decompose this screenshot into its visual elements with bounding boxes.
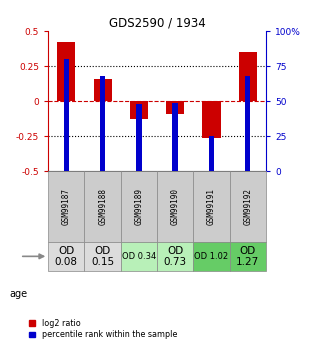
Bar: [193, 242, 230, 271]
Bar: [94, 79, 112, 101]
Bar: [239, 52, 257, 101]
Text: OD
0.15: OD 0.15: [91, 246, 114, 267]
Text: OD
1.27: OD 1.27: [236, 246, 259, 267]
Text: GSM99191: GSM99191: [207, 188, 216, 225]
Text: OD
0.08: OD 0.08: [55, 246, 78, 267]
Bar: [100, 76, 105, 171]
Bar: [157, 171, 193, 242]
Legend: log2 ratio, percentile rank within the sample: log2 ratio, percentile rank within the s…: [29, 319, 177, 339]
Text: OD 1.02: OD 1.02: [194, 252, 229, 261]
Text: age: age: [9, 289, 27, 299]
Text: OD 0.34: OD 0.34: [122, 252, 156, 261]
Bar: [85, 242, 121, 271]
Bar: [121, 171, 157, 242]
Bar: [230, 242, 266, 271]
Bar: [130, 101, 148, 119]
Text: GSM99190: GSM99190: [171, 188, 180, 225]
Title: GDS2590 / 1934: GDS2590 / 1934: [109, 17, 206, 30]
Text: OD
0.73: OD 0.73: [164, 246, 187, 267]
Bar: [57, 42, 75, 101]
Text: GSM99189: GSM99189: [134, 188, 143, 225]
Bar: [166, 101, 184, 114]
Bar: [64, 59, 69, 171]
Bar: [193, 171, 230, 242]
Bar: [202, 101, 220, 138]
Bar: [136, 104, 142, 171]
Text: GSM99192: GSM99192: [243, 188, 252, 225]
Bar: [48, 242, 85, 271]
Bar: [121, 242, 157, 271]
Bar: [85, 171, 121, 242]
Text: GSM99188: GSM99188: [98, 188, 107, 225]
Bar: [245, 76, 250, 171]
Bar: [209, 136, 214, 171]
Bar: [157, 242, 193, 271]
Bar: [173, 102, 178, 171]
Bar: [48, 171, 85, 242]
Bar: [230, 171, 266, 242]
Text: GSM99187: GSM99187: [62, 188, 71, 225]
